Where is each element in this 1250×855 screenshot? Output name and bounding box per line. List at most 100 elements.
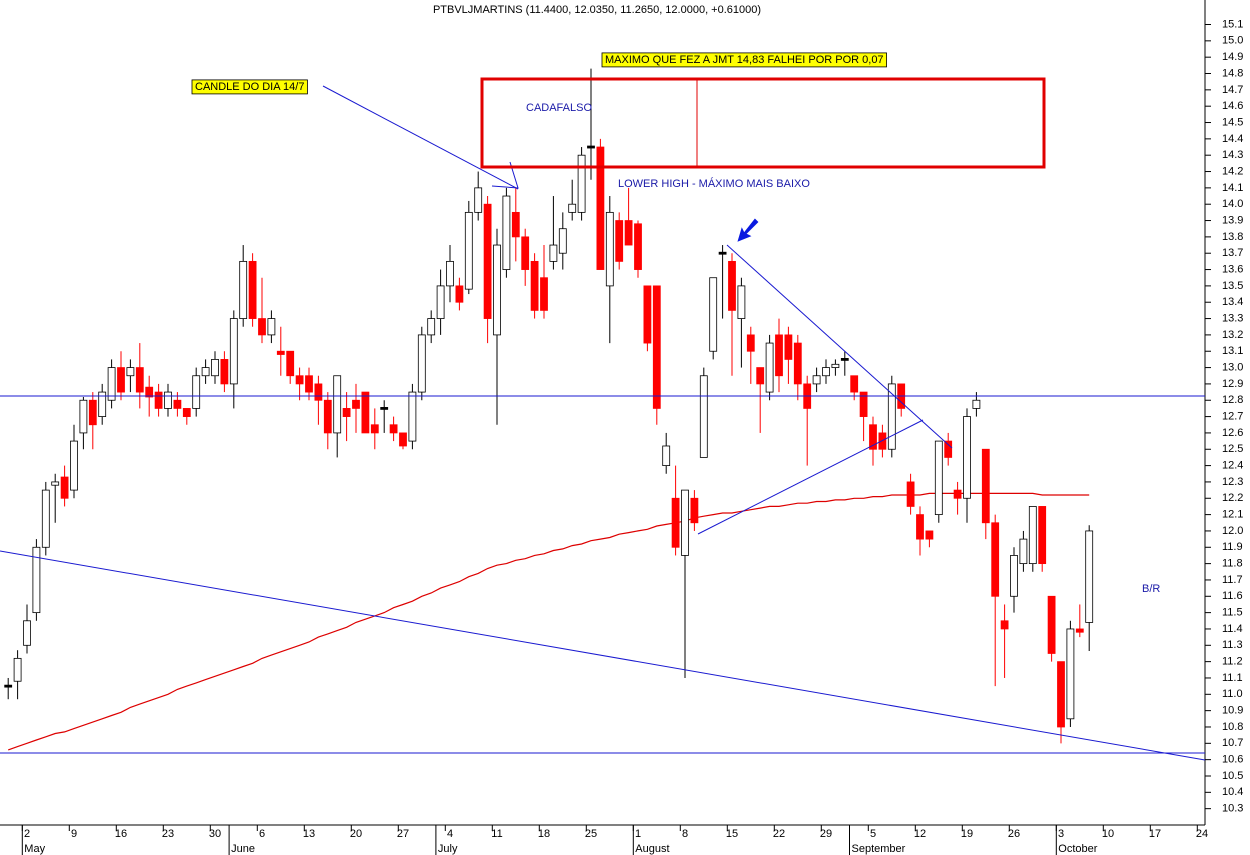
annotation: B/R [1142,583,1160,595]
candle-body [568,203,577,213]
y-tick-label: 14.1 [1222,182,1243,194]
candle-body [436,285,445,319]
candle-body [972,399,981,409]
candle-body [229,318,238,385]
month-label: October [1058,843,1097,855]
month-label: August [635,843,669,855]
candle-body [587,145,595,149]
candle-body [953,489,962,499]
candle-body [493,244,501,336]
y-tick-label: 14.2 [1222,165,1243,177]
candle-body [135,367,144,393]
candle-body [352,399,360,409]
candle-body [342,408,351,417]
y-tick-label: 13.0 [1222,361,1243,373]
y-tick-label: 14.9 [1222,51,1243,63]
candle-body [399,432,407,447]
candle-body [577,154,586,213]
month-label: June [231,843,255,855]
candle-body [643,285,652,344]
x-tick-label: 15 [726,828,738,840]
candle-body [145,386,154,398]
x-tick-label: 9 [71,828,77,840]
candle-body [991,522,1000,597]
annotation: LOWER HIGH - MÁXIMO MAIS BAIXO [618,177,810,190]
candle-body [211,359,219,377]
candle-body [1085,530,1094,623]
candle-body [887,383,896,450]
candle-body [267,318,276,336]
candle-body [417,334,426,393]
y-tick-label: 14.3 [1222,149,1243,161]
annotation: MAXIMO QUE FEZ A JMT 14,83 FALHEI POR PO… [605,54,884,66]
annotation-box [191,79,308,95]
arrow-marker [737,218,759,242]
candle-body [483,203,492,319]
candle-body [981,448,990,524]
y-tick-label: 11.8 [1222,558,1243,570]
candle-body [201,367,210,377]
candle-body [474,187,483,213]
candle-body [502,195,511,270]
y-tick-label: 11.6 [1222,590,1243,602]
candle-body [1066,628,1075,720]
candle-body [4,684,13,688]
candle-body [944,440,953,458]
month-label: July [438,843,458,855]
trend-line [0,550,1206,761]
y-tick-label: 11.9 [1222,541,1243,553]
trend-line [697,419,924,535]
candle-body [1047,595,1056,654]
y-tick-label: 12.9 [1222,378,1243,390]
x-tick-label: 10 [1102,828,1114,840]
candle-body [690,497,699,524]
y-tick-label: 13.8 [1222,231,1243,243]
y-tick-label: 11.4 [1222,623,1243,635]
candle-body [793,342,802,385]
candle-body [464,211,473,290]
candle-body [182,408,191,417]
candle-body [906,481,915,507]
pointer-line [322,85,519,190]
y-tick-label: 14.0 [1222,198,1243,210]
y-tick-label: 11.3 [1222,639,1243,651]
x-tick-label: 30 [209,828,221,840]
y-tick-label: 11.7 [1222,574,1243,586]
candle-body [70,440,78,491]
x-tick-label: 17 [1149,828,1161,840]
y-tick-label: 12.1 [1222,509,1243,521]
y-tick-label: 14.5 [1222,116,1243,128]
y-tick-label: 10.3 [1222,803,1243,815]
x-tick-label: 22 [773,828,785,840]
y-tick-label: 15.0 [1222,35,1243,47]
x-tick-label: 26 [1008,828,1020,840]
candle-body [540,277,548,311]
candle-body [1019,538,1028,565]
annotation: CANDLE DO DIA 14/7 [195,81,304,93]
x-tick-label: 3 [1058,828,1064,840]
candle-body [173,399,182,409]
zone-box [480,77,1046,169]
candle-body [361,391,370,434]
y-tick-label: 10.9 [1222,705,1243,717]
candle-body [23,620,31,646]
plot-area [4,68,1094,751]
y-tick-label: 11.5 [1222,607,1243,619]
x-tick-label: 4 [447,828,453,840]
candle-body [389,424,398,434]
candle-body [258,318,266,336]
x-tick-label: 1 [635,828,641,840]
x-tick-label: 13 [303,828,315,840]
y-tick-label: 10.5 [1222,770,1243,782]
candle-body [521,236,530,270]
candle-body [380,407,389,410]
y-tick-label: 10.6 [1222,754,1243,766]
candle-body [427,318,436,336]
candle-body [596,146,605,270]
candle-body [671,497,680,548]
y-tick-label: 13.5 [1222,280,1243,292]
candle-body [746,334,755,352]
candle-body [41,489,50,548]
y-tick-label: 12.5 [1222,443,1243,455]
y-tick-label: 12.7 [1222,410,1243,422]
